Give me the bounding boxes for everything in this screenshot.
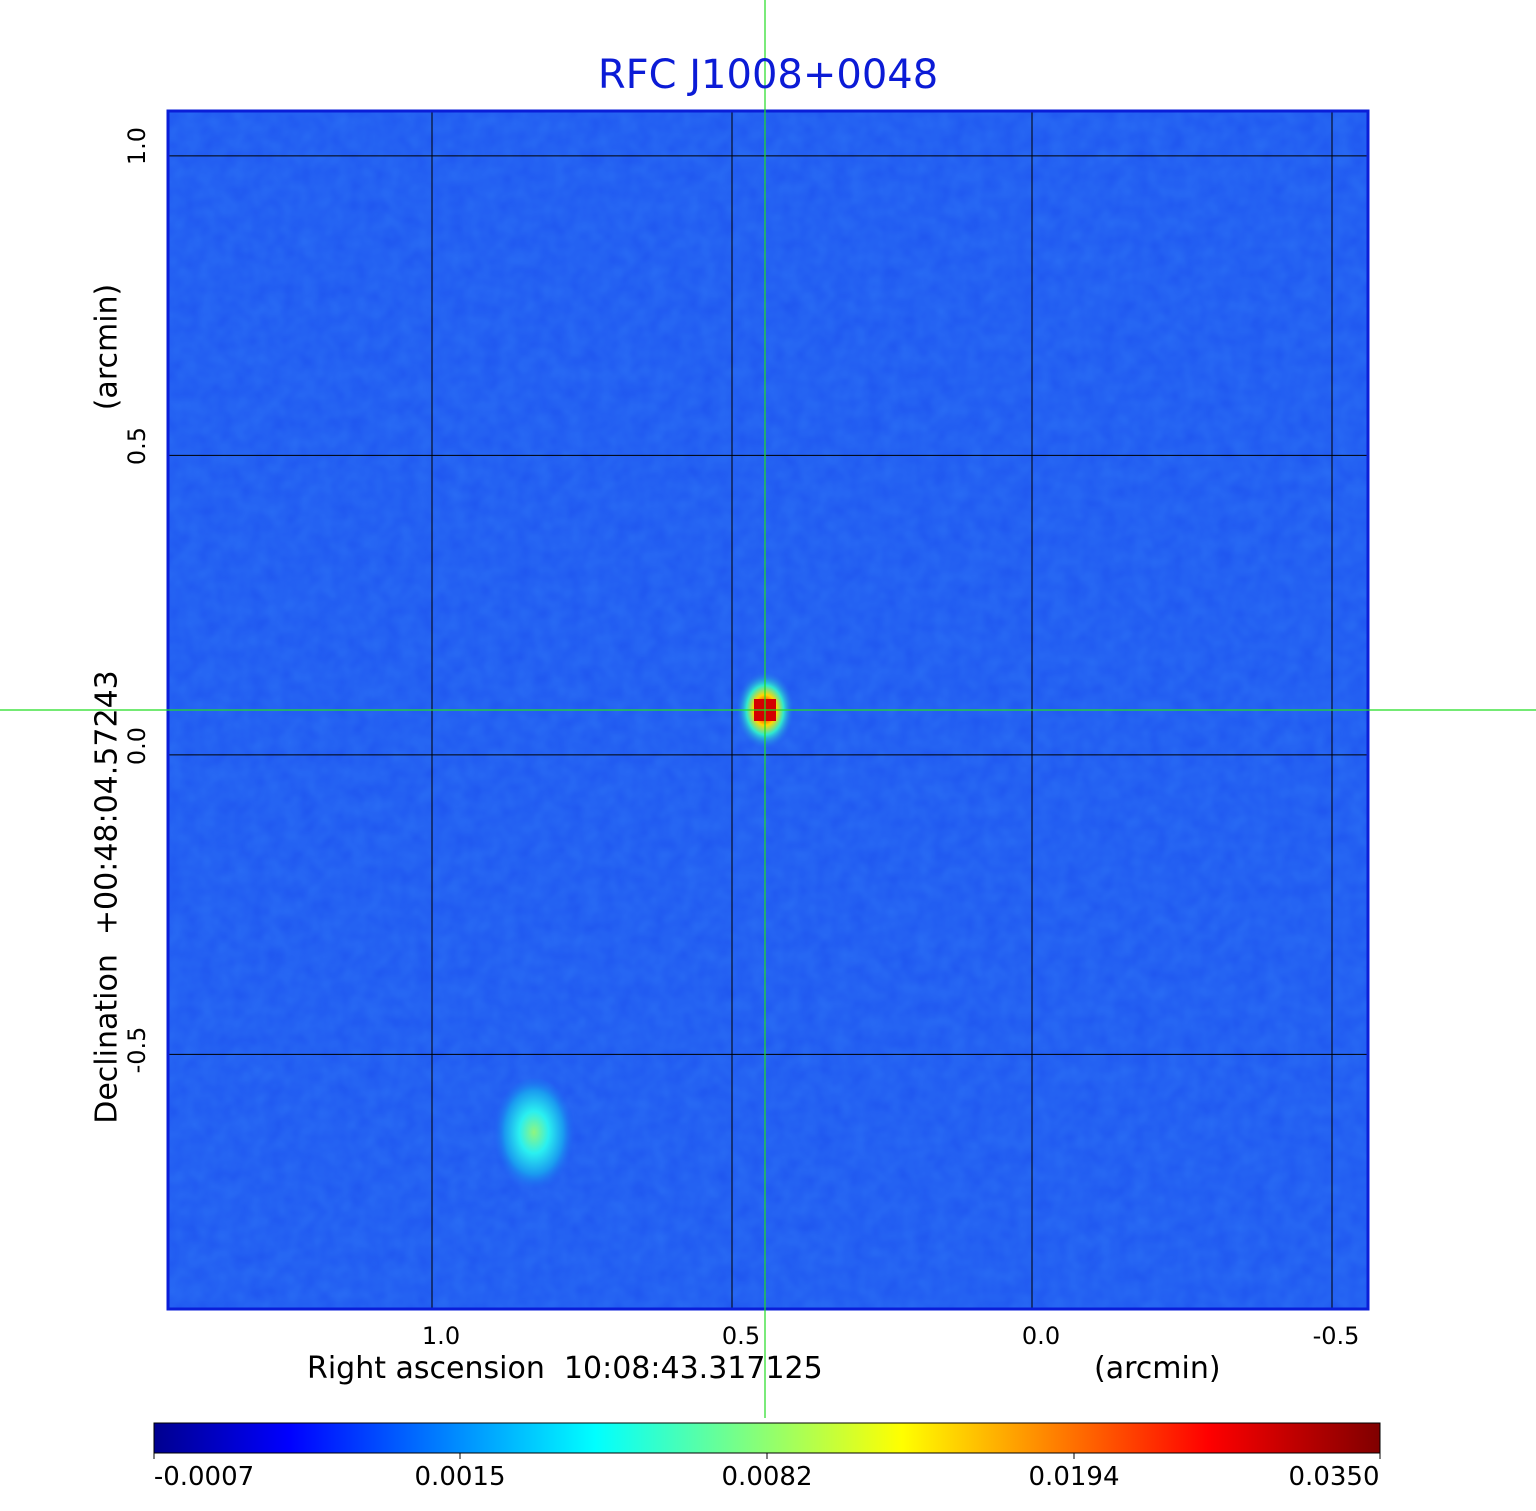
x-axis-label: Right ascension 10:08:43.317125	[307, 1351, 823, 1386]
colorbar-tick-label: -0.0007	[153, 1462, 255, 1492]
colorbar-tick-label: 0.0015	[414, 1462, 506, 1492]
colorbar-tick-label: 0.0082	[721, 1462, 813, 1492]
colorbar	[153, 1422, 1381, 1454]
colorbar-tick-label: 0.0350	[1288, 1462, 1380, 1492]
x-tick-label: 0.5	[721, 1322, 761, 1350]
colorbar-tick-marks	[153, 1453, 1381, 1459]
x-axis-unit: (arcmin)	[1094, 1351, 1221, 1386]
x-tick-label: -0.5	[1312, 1322, 1360, 1350]
y-axis-unit: (arcmin)	[89, 283, 125, 411]
y-tick-label: 0.5	[123, 426, 151, 466]
chart-title: RFC J1008+0048	[597, 52, 939, 98]
x-tick-label: 1.0	[421, 1322, 461, 1350]
y-axis-label: Declination +00:48:04.57243	[89, 670, 125, 1124]
y-tick-label: 1.0	[123, 126, 151, 166]
crosshair	[0, 0, 1536, 1418]
radio-source-secondary	[492, 1078, 576, 1199]
colorbar-tick-label: 0.0194	[1028, 1462, 1120, 1492]
y-tick-label: 0.0	[123, 726, 151, 766]
x-tick-label: 0.0	[1021, 1322, 1061, 1350]
y-tick-label: -0.5	[123, 1026, 151, 1074]
